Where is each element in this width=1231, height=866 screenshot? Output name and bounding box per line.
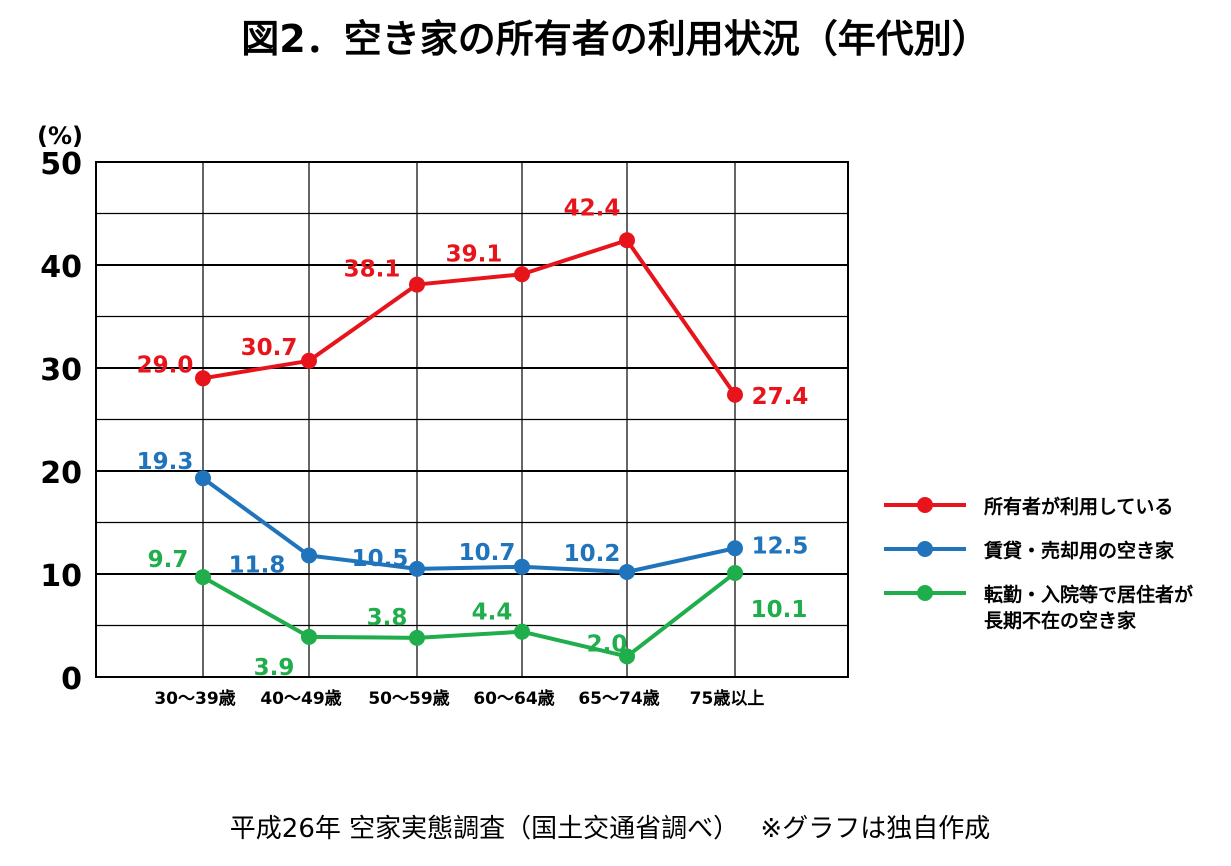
data-label: 2.0 — [587, 631, 628, 657]
series-line — [202, 238, 737, 396]
x-tick-label: 40～49歳 — [260, 688, 341, 709]
data-label: 27.4 — [752, 384, 809, 410]
data-point — [409, 629, 425, 646]
data-point — [514, 558, 530, 575]
x-tick-label: 30～39歳 — [154, 688, 235, 709]
legend-label: 転勤・入院等で居住者が — [984, 583, 1193, 606]
data-label: 10.5 — [352, 546, 409, 572]
x-tick-label: 50～59歳 — [368, 688, 449, 709]
data-point — [727, 540, 743, 557]
source-note: 平成26年 空家実態調査（国土交通省調べ） ※グラフは独自作成 — [229, 814, 991, 844]
data-point — [514, 266, 530, 283]
data-point — [195, 370, 211, 387]
data-point — [195, 470, 211, 487]
data-label: 38.1 — [344, 257, 401, 283]
data-point — [301, 352, 317, 369]
data-label: 42.4 — [564, 195, 621, 221]
x-tick-label: 65～74歳 — [578, 688, 659, 709]
legend-label: 長期不在の空き家 — [984, 609, 1137, 632]
plot-frame — [95, 161, 849, 678]
y-tick-label: 10 — [40, 559, 82, 594]
data-label: 11.8 — [229, 552, 286, 578]
x-tick-label: 75歳以上 — [690, 688, 765, 709]
series-lines — [195, 232, 743, 665]
data-point — [301, 547, 317, 564]
data-point — [619, 232, 635, 249]
x-tick-label: 60～64歳 — [473, 688, 554, 709]
legend-marker — [917, 497, 933, 513]
y-tick-label: 40 — [40, 250, 82, 285]
data-label: 12.5 — [752, 533, 809, 559]
legend-marker — [917, 585, 933, 601]
data-label: 3.9 — [254, 655, 295, 681]
data-label: 4.4 — [472, 600, 513, 626]
data-point — [619, 648, 635, 665]
data-labels: 29.0 30.7 38.1 39.1 42.4 27.4 19.3 11.8 10.5 10.7… — [137, 195, 809, 681]
data-label: 10.1 — [751, 597, 808, 623]
y-tick-label: 30 — [40, 353, 82, 388]
legend-label: 所有者が利用している — [984, 495, 1173, 518]
y-tick-label: 20 — [40, 456, 82, 491]
data-label: 19.3 — [137, 449, 194, 475]
data-point — [195, 569, 211, 586]
data-label: 10.7 — [459, 540, 516, 566]
data-point — [727, 386, 743, 403]
data-label: 3.8 — [367, 605, 408, 631]
data-label: 10.2 — [564, 541, 621, 567]
axes: 0 10 20 30 40 50(%) 30～39歳 40～49歳 50～59歳 60～64歳 65… — [37, 122, 764, 709]
y-axis-label: (%) — [37, 122, 83, 150]
series-line — [202, 571, 737, 659]
data-label: 9.7 — [148, 547, 189, 573]
data-point — [619, 563, 635, 580]
y-tick-label: 50 — [40, 147, 82, 182]
chart-title: 図2．空き家の所有者の利用状況（年代別） — [241, 17, 990, 61]
data-label: 29.0 — [137, 352, 194, 378]
data-point — [301, 628, 317, 645]
data-point — [727, 564, 743, 581]
legend-marker — [917, 541, 933, 557]
series-line — [201, 476, 736, 574]
y-tick-label: 0 — [61, 662, 82, 697]
data-label: 30.7 — [241, 335, 298, 361]
data-point — [409, 560, 425, 577]
data-point — [514, 623, 530, 640]
data-point — [409, 276, 425, 293]
grid — [95, 161, 849, 678]
legend-label: 賃貸・売却用の空き家 — [983, 539, 1175, 562]
data-label: 39.1 — [446, 241, 503, 267]
